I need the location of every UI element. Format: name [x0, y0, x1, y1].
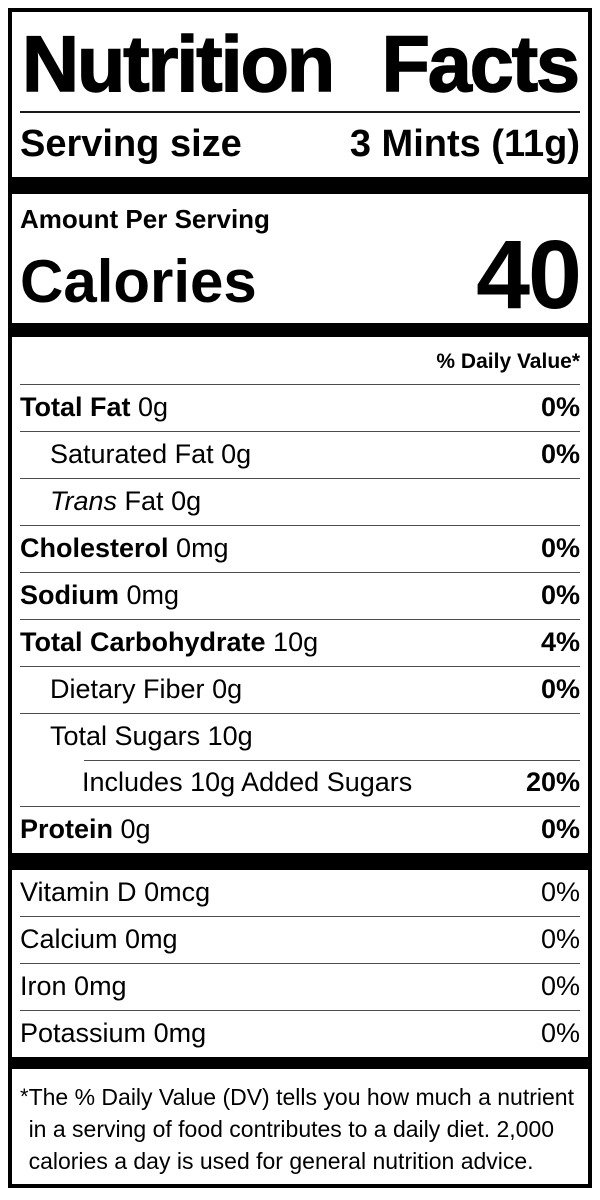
nutrient-amount: 0g — [138, 391, 169, 422]
daily-value: 0% — [540, 1017, 580, 1048]
nutrient-name: Total Sugars 10g — [50, 720, 253, 751]
daily-value: 4% — [540, 626, 580, 657]
thick-divider — [12, 177, 588, 194]
daily-value-header: % Daily Value* — [436, 349, 580, 373]
daily-value: 0% — [540, 970, 580, 1001]
nutrition-facts-label: Nutrition Facts Serving size 3 Mints (11… — [8, 8, 592, 1188]
daily-value: 0% — [540, 532, 580, 563]
nutrient-amount: 10g — [273, 626, 319, 657]
nutrient-row-saturated-fat: Saturated Fat 0g 0% — [20, 430, 580, 478]
nutrient-row-total-carbohydrate: Total Carbohydrate 10g 4% — [20, 618, 580, 666]
nutrient-name: Total Carbohydrate 10g — [20, 626, 319, 657]
nutrient-row-dietary-fiber: Dietary Fiber 0g 0% — [20, 665, 580, 713]
vitamin-row-calcium: Calcium 0mg 0% — [20, 915, 580, 963]
daily-value: 0% — [540, 391, 580, 422]
daily-value: 0% — [540, 876, 580, 907]
daily-value: 0% — [540, 579, 580, 610]
nutrient-amount: 0mg — [126, 579, 180, 610]
footnote-text: The % Daily Value (DV) tells you how muc… — [28, 1083, 574, 1175]
nutrient-row-total-fat: Total Fat 0g 0% — [20, 383, 580, 431]
nutrient-name: Cholesterol 0mg — [20, 532, 229, 563]
nutrient-amount: 10g — [207, 720, 253, 751]
nutrient-row-cholesterol: Cholesterol 0mg 0% — [20, 524, 580, 572]
vitamin-name: Iron 0mg — [20, 970, 127, 1001]
nutrient-name: Includes 10g Added Sugars — [82, 766, 413, 797]
vitamin-amount: 0mg — [153, 1017, 207, 1048]
daily-value: 0% — [540, 923, 580, 954]
nutrient-row-trans-fat: Trans Fat 0g — [20, 477, 580, 525]
serving-size-label: Serving size — [20, 123, 242, 165]
vitamin-name: Vitamin D 0mcg — [20, 876, 211, 907]
nutrient-amount: 0g — [212, 673, 243, 704]
nutrient-name: Trans Fat 0g — [50, 485, 202, 516]
footnote-asterisk: * — [20, 1083, 29, 1109]
label-title: Nutrition Facts — [20, 12, 581, 113]
nutrient-name: Total Fat 0g — [20, 391, 169, 422]
nutrient-name: Protein 0g — [20, 813, 151, 844]
calories-row: Calories 40 — [20, 220, 582, 329]
nutrient-amount: 0mg — [176, 532, 229, 563]
nutrient-amount: 0g — [221, 438, 252, 469]
nutrient-name: Sodium 0mg — [20, 579, 180, 610]
calories-value: 40 — [476, 220, 582, 329]
vitamin-amount: 0mg — [125, 923, 178, 954]
nutrient-row-sodium: Sodium 0mg 0% — [20, 571, 580, 619]
daily-value: 0% — [540, 438, 580, 469]
nutrient-name: Saturated Fat 0g — [50, 438, 252, 469]
vitamin-row-vitamin-d: Vitamin D 0mcg 0% — [20, 870, 580, 916]
vitamin-row-potassium: Potassium 0mg 0% — [20, 1009, 580, 1057]
nutrient-row-added-sugars: Includes 10g Added Sugars 20% — [20, 759, 580, 806]
nutrient-row-protein: Protein 0g 0% — [20, 805, 580, 853]
nutrient-row-total-sugars: Total Sugars 10g — [20, 712, 580, 760]
vitamin-name: Potassium 0mg — [20, 1017, 207, 1048]
nutrient-amount: 0g — [171, 485, 202, 516]
thick-divider — [12, 852, 588, 870]
daily-value: 0% — [540, 673, 580, 704]
footnote: * The % Daily Value (DV) tells you how m… — [20, 1069, 580, 1178]
calories-label: Calories — [20, 247, 257, 315]
serving-size-row: Serving size 3 Mints (11g) — [20, 113, 580, 177]
daily-value: 0% — [540, 813, 580, 844]
daily-value: 20% — [525, 766, 580, 797]
nutrient-name: Dietary Fiber 0g — [50, 673, 243, 704]
vitamin-amount: 0mg — [74, 970, 127, 1001]
thick-divider — [12, 1056, 588, 1069]
vitamin-row-iron: Iron 0mg 0% — [20, 962, 580, 1010]
vitamin-amount: 0mcg — [144, 876, 211, 907]
vitamin-name: Calcium 0mg — [20, 923, 178, 954]
trans-italic: Trans — [50, 485, 118, 516]
serving-size-value: 3 Mints (11g) — [349, 123, 580, 165]
thick-divider — [12, 322, 588, 337]
nutrient-amount: 0g — [120, 813, 151, 844]
amount-per-serving-label: Amount Per Serving — [20, 204, 270, 234]
